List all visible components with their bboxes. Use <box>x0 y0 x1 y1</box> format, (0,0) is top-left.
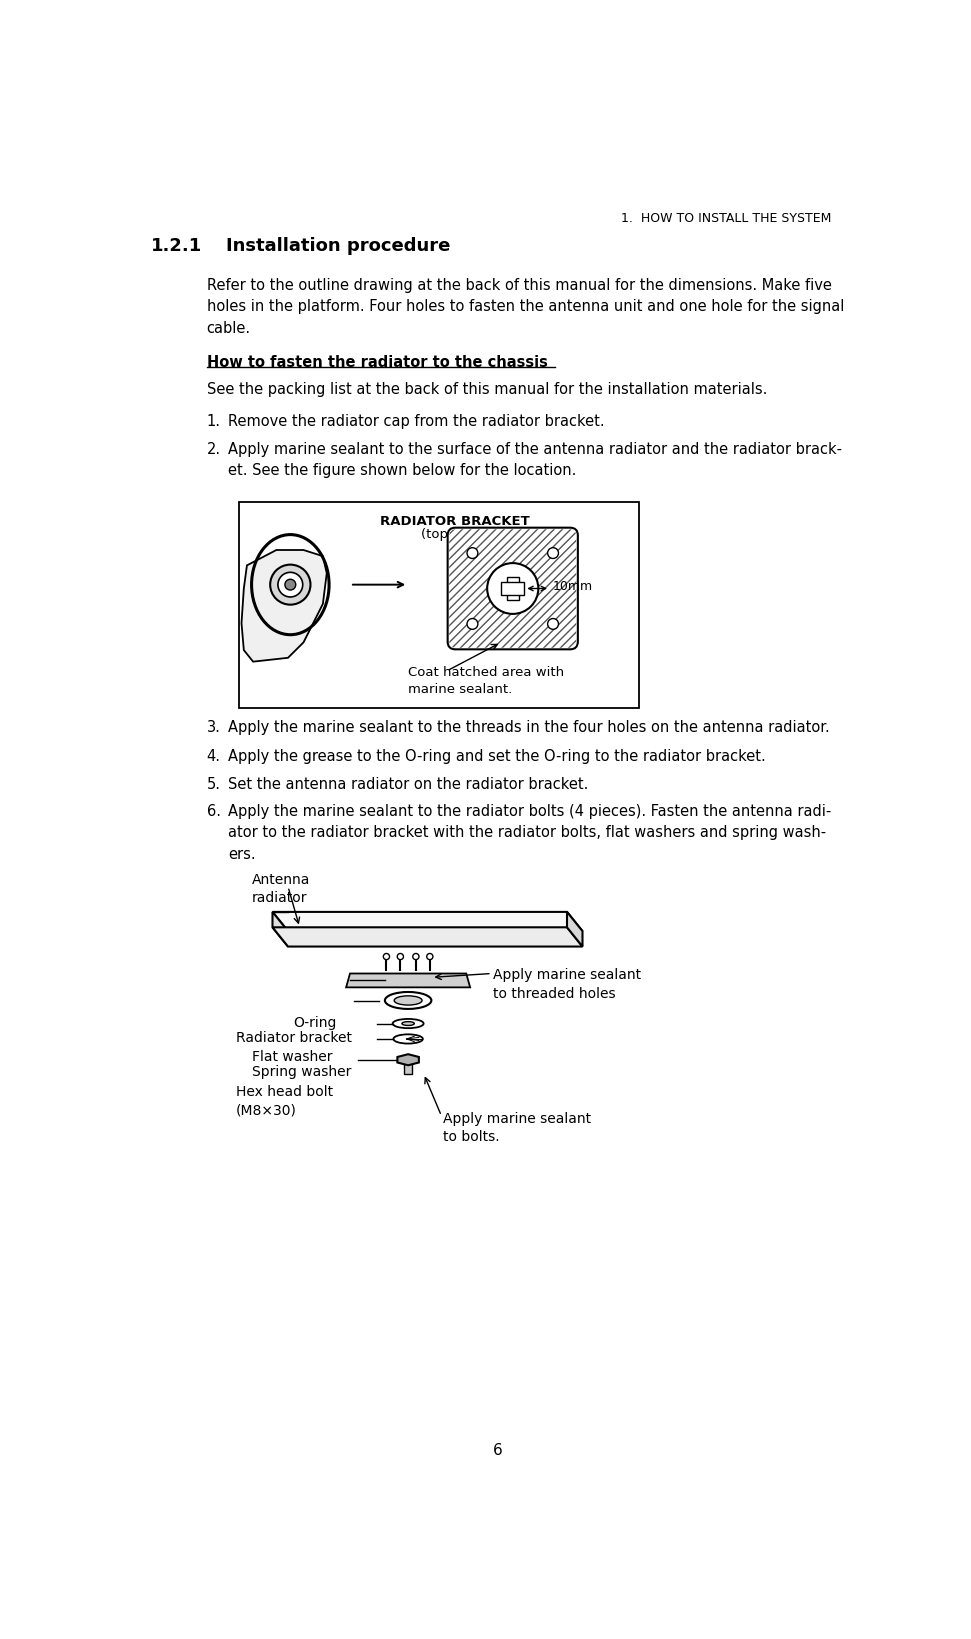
Circle shape <box>548 549 558 559</box>
Bar <box>507 577 519 600</box>
Text: Apply the grease to the O-ring and set the O-ring to the radiator bracket.: Apply the grease to the O-ring and set t… <box>228 749 766 764</box>
Text: O-ring: O-ring <box>293 1016 337 1029</box>
Text: 2.: 2. <box>207 441 220 456</box>
Polygon shape <box>273 913 583 931</box>
Text: Remove the radiator cap from the radiator bracket.: Remove the radiator cap from the radiato… <box>228 413 605 429</box>
Circle shape <box>270 565 311 605</box>
Ellipse shape <box>393 1034 422 1044</box>
Text: RADIATOR BRACKET: RADIATOR BRACKET <box>380 515 529 528</box>
Text: 6: 6 <box>492 1442 502 1457</box>
Circle shape <box>397 954 404 960</box>
Text: Apply the marine sealant to the radiator bolts (4 pieces). Fasten the antenna ra: Apply the marine sealant to the radiator… <box>228 803 831 860</box>
Text: Flat washer: Flat washer <box>251 1049 332 1064</box>
Ellipse shape <box>394 997 422 1005</box>
Text: Set the antenna radiator on the radiator bracket.: Set the antenna radiator on the radiator… <box>228 777 588 792</box>
Text: (top view): (top view) <box>421 528 488 541</box>
Ellipse shape <box>385 992 431 1010</box>
Bar <box>501 583 524 595</box>
Text: Antenna
radiator: Antenna radiator <box>251 872 310 905</box>
Circle shape <box>285 580 296 590</box>
Text: 1.: 1. <box>207 413 220 429</box>
Text: Radiator bracket: Radiator bracket <box>236 1031 352 1044</box>
Text: Installation procedure: Installation procedure <box>226 236 451 254</box>
Circle shape <box>548 620 558 629</box>
Circle shape <box>426 954 433 960</box>
Polygon shape <box>242 551 327 662</box>
Bar <box>239 503 639 708</box>
Text: 10mm: 10mm <box>552 580 592 593</box>
Polygon shape <box>567 913 583 947</box>
Text: Hex head bolt
(M8×30): Hex head bolt (M8×30) <box>236 1083 333 1116</box>
Text: 1.  HOW TO INSTALL THE SYSTEM: 1. HOW TO INSTALL THE SYSTEM <box>621 211 831 225</box>
Circle shape <box>384 954 389 960</box>
Circle shape <box>413 954 419 960</box>
Text: How to fasten the radiator to the chassis: How to fasten the radiator to the chassi… <box>207 354 548 369</box>
Text: 3.: 3. <box>207 720 220 734</box>
Text: 5.: 5. <box>207 777 220 792</box>
Polygon shape <box>397 1054 419 1065</box>
Circle shape <box>278 574 303 598</box>
Text: Apply marine sealant to the surface of the antenna radiator and the radiator bra: Apply marine sealant to the surface of t… <box>228 441 842 479</box>
Bar <box>404 1060 412 1074</box>
Text: 4.: 4. <box>207 749 220 764</box>
Circle shape <box>467 620 478 629</box>
Text: Refer to the outline drawing at the back of this manual for the dimensions. Make: Refer to the outline drawing at the back… <box>207 277 844 336</box>
Text: 6.: 6. <box>207 803 220 818</box>
Text: Coat hatched area with
marine sealant.: Coat hatched area with marine sealant. <box>408 665 564 697</box>
Polygon shape <box>346 974 470 988</box>
FancyBboxPatch shape <box>448 528 578 651</box>
Ellipse shape <box>402 1023 415 1026</box>
Polygon shape <box>273 913 288 947</box>
Ellipse shape <box>392 1019 423 1029</box>
Polygon shape <box>273 928 583 947</box>
Text: Apply marine sealant
to bolts.: Apply marine sealant to bolts. <box>443 1111 591 1144</box>
Text: 1.2.1: 1.2.1 <box>151 236 202 254</box>
Text: Apply marine sealant
to threaded holes: Apply marine sealant to threaded holes <box>493 967 642 1000</box>
Text: Apply the marine sealant to the threads in the four holes on the antenna radiato: Apply the marine sealant to the threads … <box>228 720 830 734</box>
Circle shape <box>487 564 538 615</box>
Circle shape <box>467 549 478 559</box>
Text: Spring washer: Spring washer <box>251 1065 351 1078</box>
Text: See the packing list at the back of this manual for the installation materials.: See the packing list at the back of this… <box>207 382 767 397</box>
